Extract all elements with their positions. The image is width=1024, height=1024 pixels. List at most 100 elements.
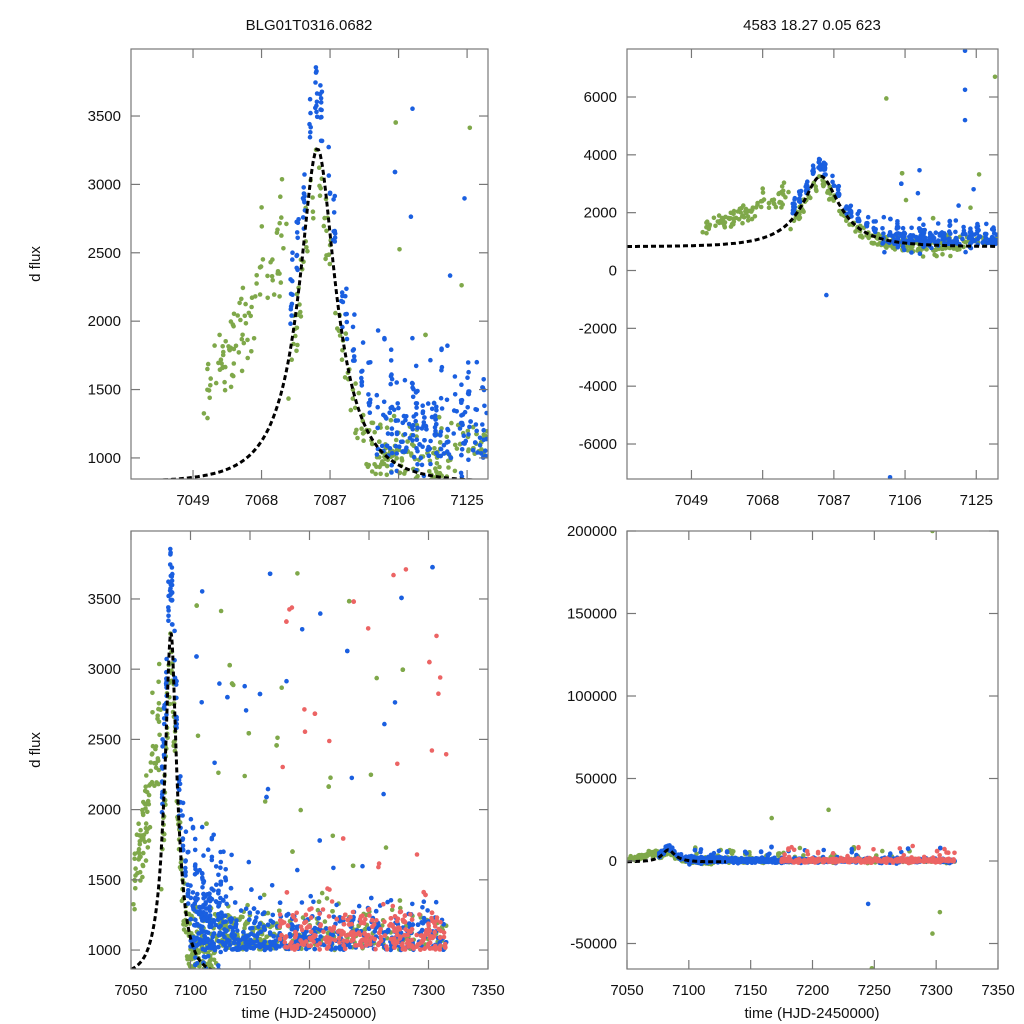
data-point-green (271, 292, 277, 297)
data-point-green (750, 207, 755, 212)
data-point-red (414, 944, 420, 949)
data-point-green (831, 198, 836, 203)
data-point-green (222, 387, 228, 393)
data-point-blue (166, 613, 171, 618)
data-point-green (454, 446, 460, 451)
data-point-green (372, 429, 378, 435)
title-left: BLG01T0316.0682 (246, 17, 373, 34)
data-point-blue (372, 929, 378, 934)
xlabel-bottom-left: time (HJD-2450000) (241, 1005, 376, 1022)
data-point-blue (243, 933, 249, 939)
data-point-green (274, 230, 280, 235)
data-point-red (382, 933, 388, 938)
data-point-blue (161, 752, 167, 758)
panel-bottom-left: 7050 7100 7150 7200 7250 7300 7350100015002000… (88, 530, 505, 999)
data-point-blue (193, 923, 198, 928)
data-point-green (242, 313, 248, 319)
data-point-red (279, 932, 284, 938)
data-point-blue (207, 904, 212, 909)
data-point-blue (203, 911, 209, 916)
data-point-green (143, 858, 149, 863)
data-point-blue (899, 181, 904, 186)
data-point-green (231, 311, 237, 317)
data-point-blue (216, 963, 221, 968)
data-point-blue (420, 403, 426, 409)
data-point-blue (192, 836, 198, 842)
data-point-red (284, 890, 290, 895)
data-point-blue (366, 926, 372, 931)
data-point-green (797, 845, 803, 851)
data-point-blue (830, 173, 835, 179)
data-point-blue (201, 853, 206, 858)
data-point-blue (317, 838, 323, 843)
data-point-blue (393, 418, 399, 423)
data-point-green (650, 854, 656, 859)
data-point-blue (264, 794, 269, 800)
data-point-red (315, 943, 320, 948)
data-point-blue (479, 451, 484, 456)
data-point-green (713, 223, 718, 229)
data-point-blue (413, 418, 419, 424)
data-point-blue (816, 156, 822, 162)
data-point-green (254, 281, 259, 286)
data-point-blue (318, 96, 324, 101)
data-point-blue (387, 410, 393, 416)
data-point-blue (221, 898, 226, 903)
data-point-green (317, 193, 323, 198)
data-point-blue (382, 337, 387, 342)
data-point-green (920, 254, 926, 259)
data-point-green (771, 200, 776, 206)
data-point-blue (180, 837, 185, 843)
data-point-green (132, 906, 137, 912)
data-point-green (352, 405, 358, 411)
data-point-green (330, 909, 335, 914)
data-point-blue (413, 390, 419, 395)
data-point-red (292, 943, 297, 949)
data-point-blue (294, 265, 300, 271)
data-point-green (275, 735, 280, 741)
data-point-blue (209, 854, 215, 860)
data-point-green (138, 827, 143, 833)
data-point-blue (288, 304, 294, 309)
data-point-blue (933, 230, 939, 235)
data-point-blue (218, 865, 223, 870)
data-point-blue (302, 200, 307, 205)
data-point-blue (254, 938, 260, 944)
x-tick-label: 7200 (293, 982, 326, 999)
data-point-blue (333, 946, 339, 951)
x-tick-label: 7106 (888, 492, 921, 509)
data-point-red (334, 916, 340, 922)
data-point-red (426, 927, 431, 933)
data-point-green (389, 907, 395, 913)
data-point-green (704, 230, 709, 236)
data-point-green (205, 361, 211, 367)
data-point-blue (301, 191, 307, 196)
data-point-green (245, 902, 250, 908)
data-point-blue (169, 582, 175, 588)
data-point-green (153, 765, 159, 770)
data-point-blue (203, 906, 209, 911)
data-point-red (306, 924, 311, 929)
data-point-blue (253, 915, 259, 920)
data-point-blue (418, 455, 424, 461)
data-point-blue (917, 226, 922, 231)
data-point-blue (211, 888, 216, 893)
data-point-blue (352, 312, 357, 317)
data-point-red (443, 752, 449, 757)
data-point-blue (207, 908, 213, 913)
data-point-blue (242, 683, 247, 689)
data-point-blue (433, 428, 438, 434)
data-point-blue (191, 935, 197, 940)
data-point-blue (848, 203, 854, 209)
data-point-red (326, 914, 332, 919)
data-point-blue (217, 681, 222, 686)
data-point-blue (349, 775, 355, 781)
data-point-blue (483, 448, 488, 454)
data-point-outlier (962, 87, 968, 93)
data-point-blue (480, 422, 485, 427)
data-point-red (436, 691, 441, 696)
data-point-red (399, 942, 405, 948)
data-point-green (434, 469, 439, 475)
panel-bottom-right: 7050 7100 7150 7200 7250 7300 7350-50000050000… (567, 523, 1015, 999)
data-point-red (421, 889, 427, 895)
